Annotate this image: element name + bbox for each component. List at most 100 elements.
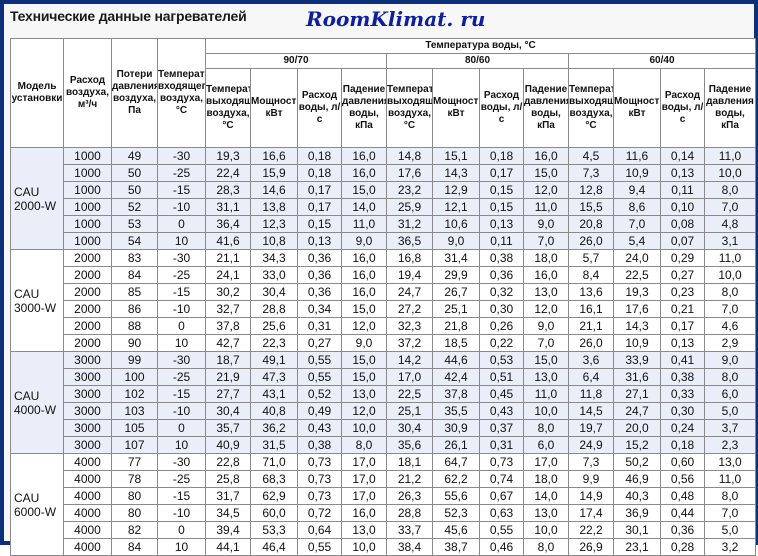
table-cell: 26,0 [568,232,614,250]
table-cell: 38,7 [432,538,480,556]
table-cell: 14,6 [250,181,298,199]
table-cell: -30 [157,249,206,267]
table-cell: 3,7 [703,419,757,437]
table-cell: 84 [111,538,158,556]
table-cell: 3000 [63,419,112,437]
table-cell: 7,0 [523,334,569,352]
table-cell: 47,3 [250,368,298,386]
table-cell: 53 [111,215,158,233]
table-cell: -25 [157,368,206,386]
table-cell: 107 [111,436,158,454]
table-cell: 0,55 [479,521,524,539]
table-cell: 13,0 [703,453,757,471]
table-cell: 86 [111,300,158,318]
header-regime-90-70: 90/70 [205,53,387,69]
table-cell: 16,8 [386,249,433,267]
table-cell: 40,3 [613,487,661,505]
table-cell: 16,0 [523,147,569,165]
table-cell: 78 [111,470,158,488]
table-cell: 39,4 [205,521,251,539]
subheader-outlet-temp: Температура выходящего воздуха, °C [205,68,251,148]
table-cell: 0,13 [660,164,705,182]
table-row: 2000 86 -10 32,7 28,8 0,34 15,0 27,2 25,1 0,30 12,… [11,300,757,318]
table-cell: 10,0 [341,538,387,556]
table-row: 3000 103 -10 30,4 40,8 0,49 12,0 25,1 35,5 0,43 10… [11,402,757,420]
table-cell: 2000 [63,317,112,335]
table-cell: 10 [157,232,206,250]
table-cell: 2,9 [703,334,757,352]
table-cell: 4,8 [703,215,757,233]
table-cell: 25,1 [432,300,480,318]
table-cell: 0,17 [297,181,342,199]
table-cell: 18,7 [205,351,251,369]
table-cell: 10,6 [432,215,480,233]
table-cell: 16,0 [341,504,387,522]
table-cell: 26,9 [568,538,614,556]
table-cell: 16,0 [341,147,387,165]
table-cell: 34,5 [205,504,251,522]
table-cell: 16,0 [341,164,387,182]
table-cell: 16,0 [523,266,569,284]
table-cell: 49,1 [250,351,298,369]
table-cell: 22,3 [250,334,298,352]
table-cell: 36,5 [386,232,433,250]
table-cell: 0,73 [297,453,342,471]
table-cell: 16,0 [341,283,387,301]
table-cell: 3000 [63,385,112,403]
table-cell: 13,0 [523,504,569,522]
table-cell: 30,4 [386,419,433,437]
table-cell: 4,6 [703,317,757,335]
table-cell: -10 [157,504,206,522]
table-cell: 0,07 [660,232,705,250]
table-cell: 26,7 [432,283,480,301]
table-cell: 1000 [63,164,112,182]
table-cell: 0,49 [297,402,342,420]
subheader-water-pressure-drop: Падение давления воды, кПа [341,68,387,148]
table-cell: -30 [157,453,206,471]
table-cell: 17,0 [341,453,387,471]
table-cell: 0,17 [297,198,342,216]
subheader-power: Мощность, кВт [613,68,661,148]
table-row: 1000 52 -10 31,1 13,8 0,17 14,0 25,9 12,1 0,15 11,… [11,198,757,216]
header-water-temp: Температура воды, °C [204,38,757,54]
table-cell: 3000 [63,351,112,369]
table-cell: 0,11 [479,232,524,250]
subheader-water-flow: Расход воды, л/с [479,68,524,148]
table-cell: 0,41 [660,351,705,369]
table-cell: 17,6 [386,164,433,182]
table-row: 2000 88 0 37,8 25,6 0,31 12,0 32,3 21,8 0,26 9,0 21… [11,317,757,335]
table-cell: 53,3 [250,521,298,539]
table-cell: 35,7 [205,419,251,437]
table-cell: 0,72 [297,504,342,522]
table-cell: 13,0 [523,368,569,386]
table-cell: 20,0 [613,419,661,437]
table-cell: 8,4 [568,266,614,284]
table-cell: 102 [111,385,158,403]
table-cell: 0,73 [479,453,524,471]
header-airflow: Расход воздуха, м³/ч [63,38,112,148]
table-cell: 90 [111,334,158,352]
table-cell: 0,60 [660,453,705,471]
table-cell: 3,1 [703,232,757,250]
table-cell: 8,0 [703,487,757,505]
table-cell: -10 [157,300,206,318]
brand-logo[interactable]: RoomKlimat. ru [306,7,486,31]
table-row: 1000 53 0 36,4 12,3 0,15 11,0 31,2 10,6 0,13 9,0 20… [11,215,757,233]
table-cell: 0,36 [660,521,705,539]
header-inlet-temp: Температура входящего воздуха, °C [157,38,206,148]
table-cell: 0,34 [297,300,342,318]
table-cell: 3,2 [703,538,757,556]
table-cell: 0,46 [479,538,524,556]
table-cell: 0,51 [479,368,524,386]
table-cell: 0,44 [660,504,705,522]
table-cell: 3000 [63,402,112,420]
table-cell: 11,6 [613,147,661,165]
table-cell: 34,3 [250,249,298,267]
table-cell: 42,7 [205,334,251,352]
table-cell: 1000 [63,215,112,233]
table-cell: 35,5 [432,402,480,420]
table-cell: 29,9 [432,266,480,284]
table-cell: 83 [111,249,158,267]
table-cell: 88 [111,317,158,335]
table-cell: 27,1 [613,385,661,403]
